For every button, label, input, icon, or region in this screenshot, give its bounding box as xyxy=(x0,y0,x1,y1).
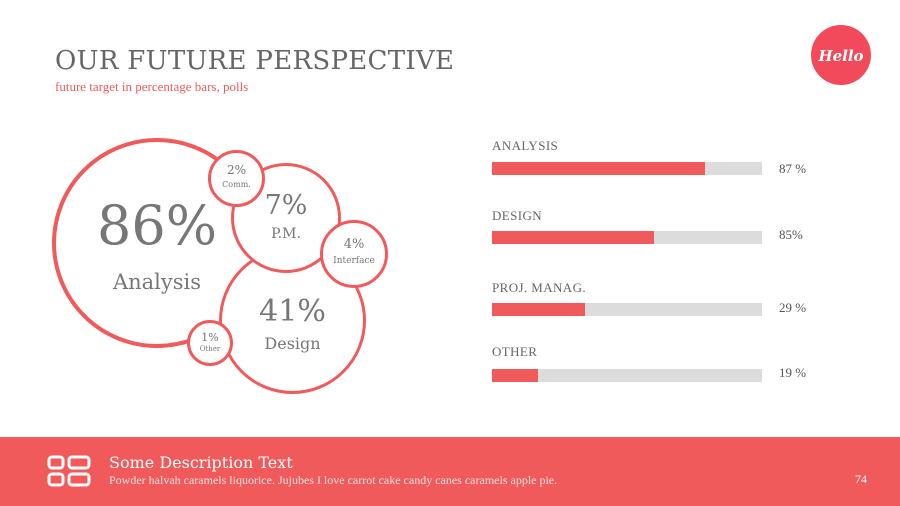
bubble-analysis-label: Analysis xyxy=(112,270,202,294)
hello-logo: Hello xyxy=(811,25,871,85)
bar-value-analysis: 87 % xyxy=(779,161,807,176)
bar-fill-proj-manag xyxy=(492,303,586,316)
list-grid-icon xyxy=(47,455,91,487)
bar-label-proj-manag: PROJ. MANAG. xyxy=(492,280,587,295)
bar-value-other: 19 % xyxy=(779,365,807,380)
bubble-interface-value: 4% xyxy=(343,237,365,252)
page-title: OUR FUTURE PERSPECTIVE xyxy=(55,46,455,76)
bar-label-analysis: ANALYSIS xyxy=(492,138,559,153)
footer-band: Some Description Text Powder halvah cara… xyxy=(0,437,900,506)
bubble-comm-label: Comm. xyxy=(222,180,251,189)
bar-fill-other xyxy=(492,369,538,382)
bar-value-proj-manag: 29 % xyxy=(779,300,807,315)
bubble-other-label: Other xyxy=(199,345,221,353)
hello-logo-mark: Hello xyxy=(818,47,864,65)
bubble-pm-value: 7% xyxy=(264,190,308,221)
bubble-interface-label: Interface xyxy=(333,256,375,266)
page-subtitle: future target in percentage bars, polls xyxy=(55,79,249,94)
footer-title: Some Description Text xyxy=(109,453,293,472)
bar-fill-analysis xyxy=(492,162,706,175)
bar-label-other: OTHER xyxy=(492,344,538,359)
bubble-interface: 4% Interface xyxy=(320,220,388,288)
bubble-comm-value: 2% xyxy=(226,163,247,177)
bubble-comm: 2% Comm. xyxy=(208,150,265,207)
bar-fill-design xyxy=(492,231,654,244)
footer-description: Powder halvah caramels liquorice. Jujube… xyxy=(109,473,558,487)
bar-label-design: DESIGN xyxy=(492,208,543,223)
bar-track-analysis xyxy=(492,162,762,175)
bubble-other: 1% Other xyxy=(187,320,233,366)
bubble-analysis-value: 86% xyxy=(96,194,218,257)
svg-text:Hello: Hello xyxy=(818,47,864,65)
bar-track-other xyxy=(492,369,762,382)
bubble-design-label: Design xyxy=(264,334,321,353)
bubble-other-value: 1% xyxy=(201,331,219,344)
bar-value-design: 85% xyxy=(779,227,803,242)
page-number: 74 xyxy=(855,472,867,486)
bubble-design-value: 41% xyxy=(259,294,326,329)
bar-track-design xyxy=(492,231,762,244)
bar-track-proj-manag xyxy=(492,303,762,316)
bubble-pm-label: P.M. xyxy=(271,226,301,242)
